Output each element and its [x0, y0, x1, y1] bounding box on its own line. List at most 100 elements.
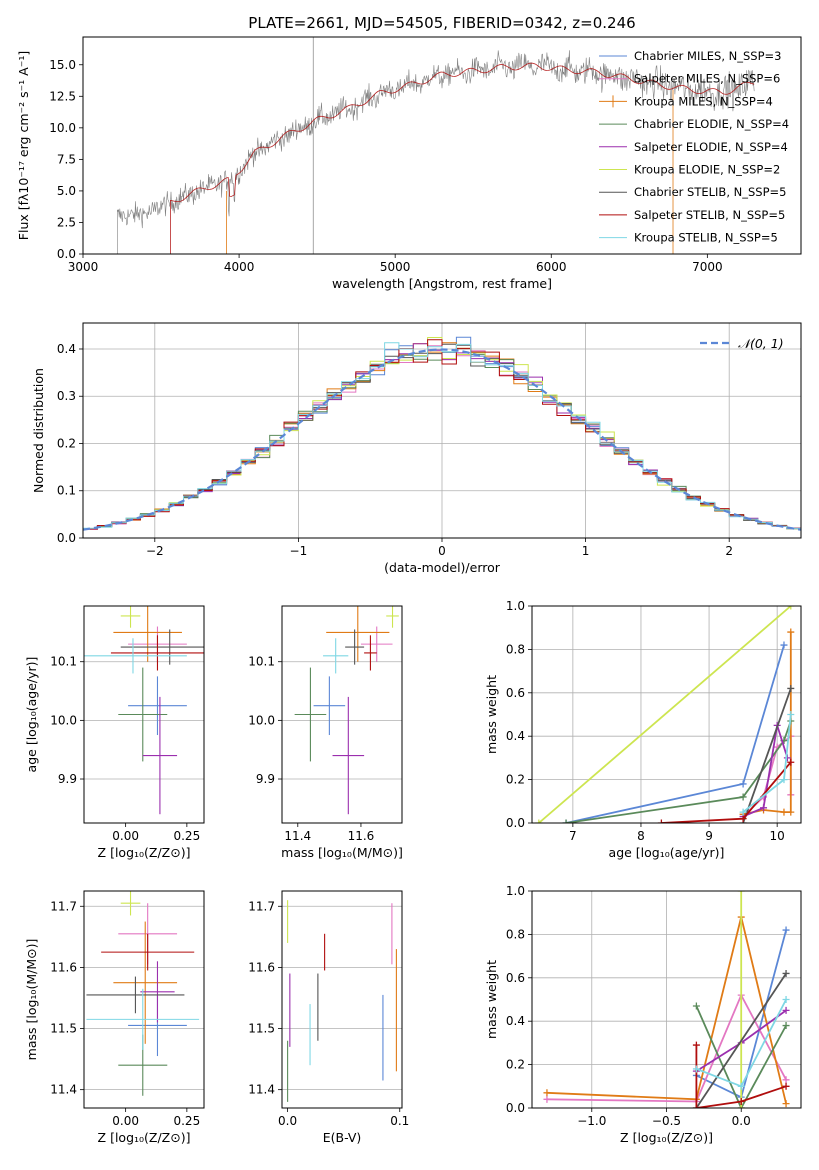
series-marker	[692, 1104, 700, 1108]
series-marker	[782, 969, 790, 977]
y-tick-label: 0.2	[506, 773, 525, 787]
grid-lines	[84, 661, 204, 780]
x-tick-label: 9	[705, 829, 713, 843]
y-axis-label: mass weight	[484, 960, 499, 1039]
series-line-6	[742, 688, 792, 823]
axes-frame	[83, 605, 205, 824]
series-marker	[782, 1076, 790, 1084]
series-marker	[782, 996, 790, 1003]
error-bar-point	[326, 606, 390, 662]
legend: Chabrier MILES, N_SSP=3 Salpeter MILES, N…	[599, 49, 789, 245]
axes-frame	[281, 890, 403, 1109]
series-marker	[780, 641, 788, 649]
panel-residuals: −2 −1 0 1 2 0.0 0.1 0.2 0.3 0.4 (data-model)/error…	[31, 322, 802, 575]
error-bar-point	[142, 696, 178, 815]
series-marker	[657, 819, 665, 823]
series-line-1	[546, 993, 787, 1103]
y-tick-label: 2.5	[57, 215, 76, 229]
x-axis-label: mass [log₁₀(M/M⊙)]	[281, 845, 403, 860]
series-line-4	[742, 725, 789, 818]
series-marker	[739, 780, 747, 788]
error-bar-point	[118, 667, 168, 762]
y-tick-label: 0.3	[57, 389, 76, 403]
y-tick-label: 15.0	[49, 58, 76, 72]
error-bar-point	[313, 676, 346, 736]
axis-ticks: −1.0 −0.5 0.0 0.0 0.2 0.4 0.6 0.8 1.0	[506, 884, 751, 1128]
series-line-5	[538, 606, 792, 823]
y-tick-label: 10.0	[50, 713, 77, 727]
y-tick-label: 0.2	[57, 436, 76, 450]
plot-area	[83, 336, 801, 532]
y-tick-label: 7.5	[57, 152, 76, 166]
panel-mass-weight-vs-age: 7 8 9 10 0.0 0.2 0.4 0.6 0.8 1.0 age [log₁₀(age/yr…	[484, 599, 802, 860]
x-tick-label: 0.00	[112, 1114, 139, 1128]
axes-frame	[82, 322, 802, 539]
x-tick-label: 6000	[536, 260, 567, 274]
plot-area	[535, 606, 795, 823]
axes-frame	[82, 36, 802, 255]
axis-ticks: 0.00 0.25 9.9 10.0 10.1	[50, 655, 200, 843]
series-line-3	[695, 1005, 787, 1108]
y-tick-label: 0.0	[57, 247, 76, 261]
x-tick-label: 7	[569, 829, 577, 843]
axes-frame	[531, 605, 802, 824]
x-tick-label: 0.25	[173, 1114, 200, 1128]
y-tick-label: 0.1	[57, 484, 76, 498]
y-tick-label: 10.1	[50, 655, 77, 669]
legend-label: Salpeter ELODIE, N_SSP=4	[634, 140, 788, 154]
series-line-3	[565, 720, 792, 823]
x-tick-label: −2	[146, 544, 164, 558]
plot-area	[117, 37, 755, 254]
y-tick-label: 0.8	[506, 927, 525, 941]
series-marker	[535, 819, 543, 823]
series-marker	[739, 815, 747, 823]
y-tick-label: 5.0	[57, 184, 76, 198]
legend-label: Salpeter STELIB, N_SSP=5	[634, 208, 785, 222]
series-marker	[692, 1065, 700, 1073]
error-bar-point	[364, 635, 377, 671]
series-marker	[737, 1097, 745, 1105]
x-tick-label: 7000	[692, 260, 723, 274]
panel-age-vs-mass: 11.4 11.6 9.9 10.0 10.1 mass [log₁₀(M/M⊙)]	[248, 605, 403, 860]
y-axis-label: Flux [fλ10⁻¹⁷ erg cm⁻² s⁻¹ A⁻¹]	[16, 51, 31, 240]
error-bar-point	[110, 635, 204, 671]
x-tick-label: 3000	[68, 260, 99, 274]
legend-label: 𝒩(0, 1)	[738, 336, 784, 351]
x-tick-label: 5000	[380, 260, 411, 274]
plot-area	[287, 900, 397, 1102]
plot-area	[86, 891, 200, 1096]
x-axis-label: age [log₁₀(age/yr)]	[609, 845, 725, 860]
y-tick-label: 12.5	[49, 89, 76, 103]
y-tick-label: 11.7	[248, 899, 275, 913]
x-tick-label: −0.5	[652, 1114, 681, 1128]
x-tick-label: 0.0	[278, 1114, 297, 1128]
series-marker	[692, 1002, 700, 1010]
axis-ticks: 0.0 0.1 11.4 11.5 11.6 11.7	[248, 899, 409, 1128]
x-tick-label: 0.00	[112, 829, 139, 843]
series-marker	[787, 684, 795, 692]
x-tick-label: 4000	[224, 260, 255, 274]
panel-spectrum: 3000 4000 5000 6000 7000 0.0 2.5 5.0 7.5 10.0 12.5…	[16, 36, 802, 291]
series-marker	[787, 808, 795, 816]
error-bar-point	[86, 976, 185, 1014]
error-bar-point	[101, 933, 195, 971]
model-line-7	[169, 62, 755, 254]
x-axis-label: E(B-V)	[323, 1130, 362, 1145]
series-marker	[780, 776, 788, 784]
series-marker	[737, 1082, 745, 1090]
series-marker	[760, 804, 768, 812]
error-bar-point	[128, 676, 187, 736]
series-marker	[692, 1041, 700, 1049]
series-line-2	[546, 916, 787, 1104]
y-axis-label: age [log₁₀(age/yr)]	[24, 657, 39, 773]
y-tick-label: 11.6	[248, 960, 275, 974]
series-marker	[543, 1095, 551, 1103]
legend-label: Kroupa MILES, N_SSP=4	[634, 94, 773, 108]
legend-label: Chabrier MILES, N_SSP=3	[634, 49, 781, 63]
error-bar-point	[345, 629, 365, 665]
grid-lines	[282, 905, 402, 1091]
x-tick-label: 8	[637, 829, 645, 843]
error-bar-point	[360, 626, 393, 662]
y-tick-label: 11.6	[50, 960, 77, 974]
